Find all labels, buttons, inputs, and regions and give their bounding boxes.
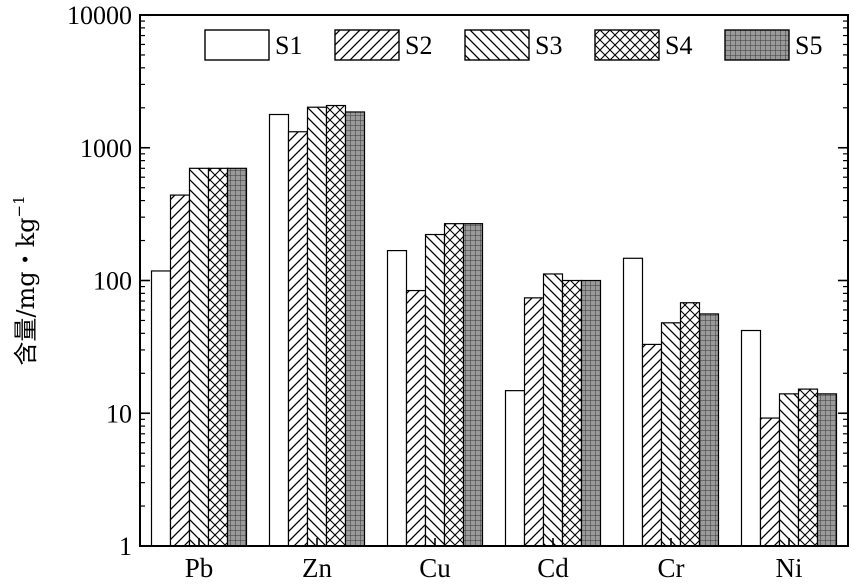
- y-tick-label: 10000: [67, 1, 132, 30]
- legend-swatch-s5: [724, 29, 790, 61]
- bar-ni-s4: [797, 388, 819, 547]
- bars-group: [150, 104, 838, 547]
- legend-label-s2: S2: [405, 31, 432, 60]
- x-tick-label: Cd: [537, 553, 569, 583]
- bar-cr-s2: [641, 343, 663, 547]
- y-tick-label: 10: [106, 399, 132, 428]
- legend-label-s3: S3: [535, 31, 562, 60]
- bar-zn-s1: [268, 113, 290, 547]
- legend-swatch-s4: [594, 29, 660, 61]
- bar-ni-s5: [816, 393, 838, 547]
- bar-cu-s3: [424, 233, 446, 547]
- x-tick-label: Zn: [302, 553, 332, 583]
- bar-cd-s1: [504, 390, 526, 547]
- y-axis-label: 含量/mg・kg−1: [10, 195, 40, 365]
- legend-label-s1: S1: [275, 31, 302, 60]
- legend-label-s5: S5: [795, 31, 822, 60]
- bar-ni-s1: [740, 329, 762, 547]
- bar-cu-s5: [462, 223, 484, 547]
- bar-ni-s3: [778, 393, 800, 547]
- legend-label-s4: S4: [665, 31, 692, 60]
- y-tick-label: 1000: [80, 134, 132, 163]
- bar-pb-s3: [188, 167, 210, 547]
- legend-swatch-s1: [204, 29, 270, 61]
- axes-group: 1 10 100 1000 10000 Pb Zn Cu Cd Cr Ni: [67, 1, 849, 583]
- bar-pb-s5: [226, 167, 248, 547]
- bar-pb-s2: [169, 194, 191, 547]
- y-tick-label: 1: [119, 532, 132, 561]
- y-axis-label-main: 含量/mg・kg: [12, 218, 40, 366]
- y-ticks: 1 10 100 1000 10000: [67, 1, 848, 561]
- bar-zn-s2: [287, 131, 309, 547]
- x-tick-label: Cu: [419, 553, 451, 583]
- bar-pb-s1: [150, 270, 172, 547]
- bar-cd-s3: [542, 273, 564, 547]
- y-tick-label: 100: [93, 267, 132, 296]
- y-axis-label-superscript: −1: [10, 195, 28, 217]
- legend-swatch-s2: [334, 29, 400, 61]
- bar-pb-s4: [207, 167, 229, 547]
- legend: S1 S2 S3 S4 S5: [204, 29, 822, 61]
- bar-cr-s4: [679, 302, 701, 547]
- bar-cr-s5: [698, 313, 720, 547]
- bar-cd-s5: [580, 279, 602, 547]
- bar-zn-s5: [344, 111, 366, 547]
- bar-cu-s2: [405, 289, 427, 547]
- bar-zn-s3: [306, 106, 328, 547]
- x-tick-label: Pb: [185, 553, 214, 583]
- x-ticks: Pb Zn Cu Cd Cr Ni: [185, 538, 803, 583]
- x-tick-label: Ni: [776, 553, 803, 583]
- bar-cr-s3: [660, 322, 682, 547]
- x-tick-label: Cr: [658, 553, 685, 583]
- legend-swatch-s3: [464, 29, 530, 61]
- bar-zn-s4: [325, 104, 347, 547]
- bar-cr-s1: [622, 257, 644, 547]
- bar-cu-s1: [386, 249, 408, 547]
- bar-cu-s4: [443, 223, 465, 547]
- bar-cd-s2: [523, 297, 545, 547]
- bar-ni-s2: [759, 417, 781, 547]
- bar-cd-s4: [561, 279, 583, 547]
